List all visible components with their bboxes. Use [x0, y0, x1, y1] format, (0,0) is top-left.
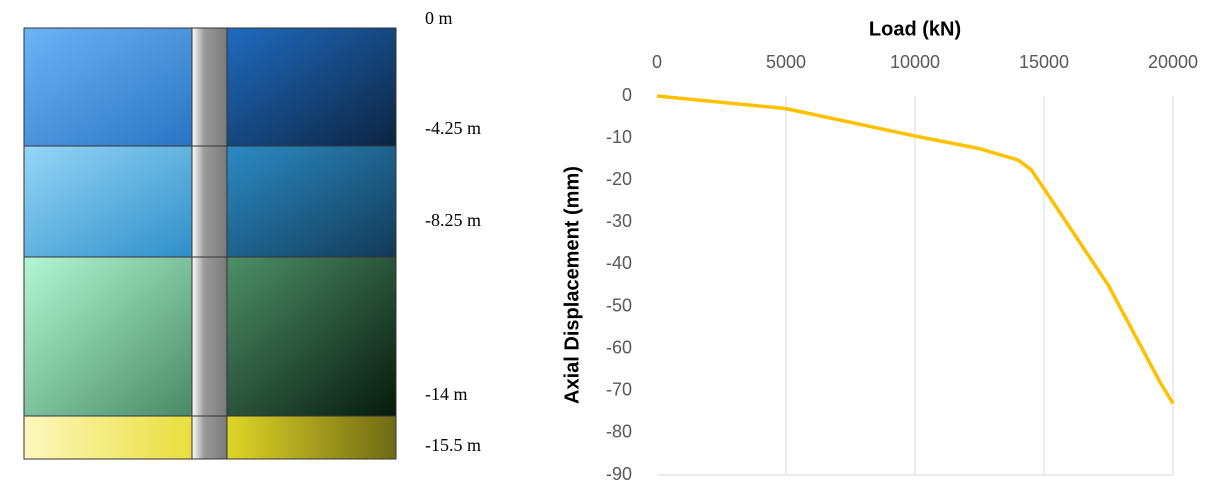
y-tick-label: -80: [606, 422, 632, 442]
soil-layer: [226, 145, 397, 258]
soil-layer: [226, 27, 397, 147]
y-tick-label: -50: [606, 295, 632, 315]
y-tick-label: -30: [606, 211, 632, 231]
soil-layer: [23, 415, 193, 460]
x-axis-title: Load (kN): [869, 18, 961, 40]
soil-layer: [23, 145, 193, 258]
y-tick-label: -10: [606, 127, 632, 147]
x-tick-label: 0: [652, 52, 662, 72]
soil-layer: [23, 256, 193, 417]
depth-label: -15.5 m: [425, 435, 481, 455]
y-tick-label: -20: [606, 169, 632, 189]
depth-label: -8.25 m: [425, 210, 481, 230]
depth-label: -4.25 m: [425, 118, 481, 138]
y-tick-label: 0: [622, 85, 632, 105]
y-axis-title: Axial Displacement (mm): [561, 166, 583, 404]
x-tick-label: 20000: [1148, 52, 1198, 72]
y-tick-label: -90: [606, 464, 632, 484]
data-line: [656, 94, 1175, 405]
y-tick-label: -70: [606, 380, 632, 400]
soil-layer: [226, 415, 397, 460]
x-tick-label: 15000: [1019, 52, 1069, 72]
y-tick-label: -40: [606, 253, 632, 273]
depth-label: -14 m: [425, 384, 468, 404]
x-tick-label: 5000: [766, 52, 806, 72]
chart: Load (kN) Axial Displacement (mm) 0 5000 1…: [561, 18, 1198, 483]
soil-layer: [226, 256, 397, 417]
soil-diagram: [23, 27, 397, 460]
depth-label: 0 m: [425, 8, 453, 28]
pile: [191, 27, 228, 460]
soil-layer: [23, 27, 193, 147]
x-tick-label: 10000: [890, 52, 940, 72]
y-tick-label: -60: [606, 337, 632, 357]
